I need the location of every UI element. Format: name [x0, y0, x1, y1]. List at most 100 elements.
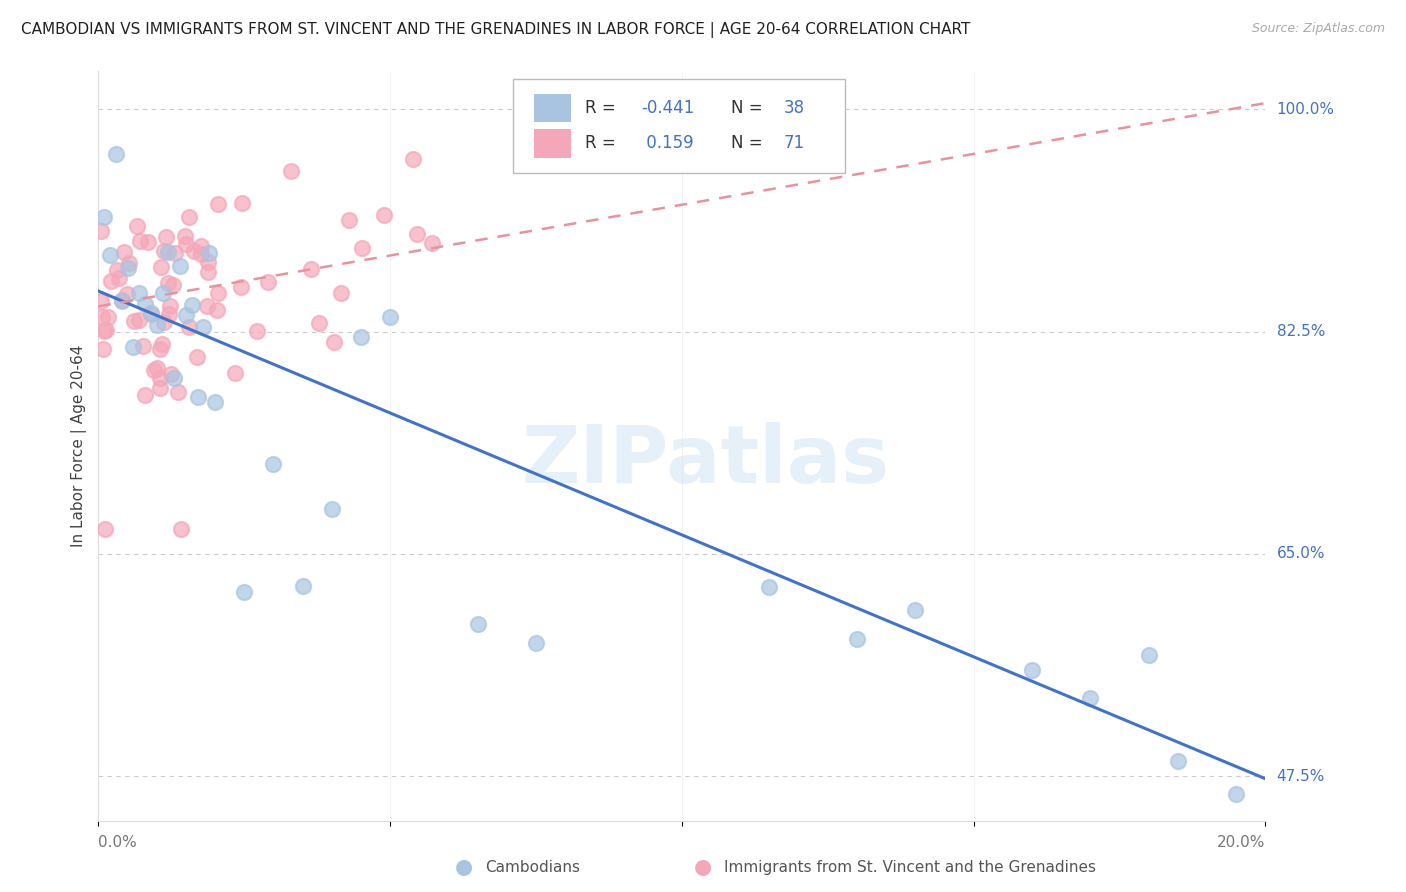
Point — [198, 245, 221, 260]
Text: R =: R = — [585, 99, 621, 117]
Text: Cambodians: Cambodians — [485, 860, 581, 874]
Point — [321, 502, 343, 516]
Text: 47.5%: 47.5% — [1277, 769, 1324, 784]
Text: 20.0%: 20.0% — [1218, 835, 1265, 849]
Point — [169, 260, 191, 274]
Point — [100, 274, 122, 288]
Point — [93, 325, 115, 339]
Point — [160, 367, 183, 381]
Point — [145, 361, 167, 376]
Point — [524, 636, 547, 650]
Point — [174, 308, 197, 322]
Point — [246, 324, 269, 338]
Point — [122, 314, 145, 328]
Point — [90, 293, 112, 308]
Point — [186, 350, 208, 364]
Point — [1080, 691, 1102, 706]
Point — [149, 371, 172, 385]
Text: Source: ZipAtlas.com: Source: ZipAtlas.com — [1251, 22, 1385, 36]
Point — [167, 385, 190, 400]
Point — [149, 342, 172, 356]
Point — [373, 208, 395, 222]
Point — [149, 381, 172, 395]
FancyBboxPatch shape — [534, 129, 571, 158]
Point — [129, 234, 152, 248]
Text: 71: 71 — [783, 135, 804, 153]
Point — [170, 522, 193, 536]
Point — [420, 235, 443, 250]
Point — [299, 261, 322, 276]
Point — [105, 263, 128, 277]
Point — [846, 632, 869, 647]
Point — [111, 294, 134, 309]
Text: ●: ● — [695, 857, 711, 877]
Text: 65.0%: 65.0% — [1277, 547, 1324, 561]
Point — [162, 277, 184, 292]
Point — [157, 276, 180, 290]
Point — [256, 275, 278, 289]
Point — [231, 196, 253, 211]
Point — [139, 307, 162, 321]
Point — [146, 318, 169, 333]
Point — [139, 306, 162, 320]
Point — [94, 522, 117, 536]
Point — [280, 163, 302, 178]
Point — [190, 239, 212, 253]
Text: R =: R = — [585, 135, 621, 153]
Point — [233, 585, 256, 599]
Point — [104, 147, 127, 161]
Point — [134, 297, 156, 311]
Text: -0.441: -0.441 — [641, 99, 695, 117]
Point — [262, 457, 284, 471]
Point — [174, 228, 197, 243]
Point — [190, 247, 212, 261]
Point — [1021, 663, 1043, 677]
Point — [1137, 648, 1160, 663]
Point — [758, 580, 780, 594]
Point — [165, 245, 187, 260]
Point — [1225, 787, 1247, 801]
Point — [904, 602, 927, 616]
Point — [111, 293, 134, 308]
Text: 82.5%: 82.5% — [1277, 324, 1324, 339]
Point — [97, 310, 120, 324]
Point — [641, 889, 664, 892]
Point — [143, 363, 166, 377]
Text: ●: ● — [456, 857, 472, 877]
Point — [187, 391, 209, 405]
Point — [115, 287, 138, 301]
Point — [157, 307, 180, 321]
Point — [134, 388, 156, 402]
Point — [94, 322, 117, 336]
Point — [207, 197, 229, 211]
Point — [467, 616, 489, 631]
Point — [91, 342, 114, 356]
Point — [128, 313, 150, 327]
Point — [350, 241, 373, 255]
Text: CAMBODIAN VS IMMIGRANTS FROM ST. VINCENT AND THE GRENADINES IN LABOR FORCE | AGE: CAMBODIAN VS IMMIGRANTS FROM ST. VINCENT… — [21, 22, 970, 38]
Text: Immigrants from St. Vincent and the Grenadines: Immigrants from St. Vincent and the Gren… — [724, 860, 1097, 874]
Point — [159, 298, 181, 312]
FancyBboxPatch shape — [534, 94, 571, 122]
Point — [195, 299, 218, 313]
Point — [152, 286, 174, 301]
Point — [112, 244, 135, 259]
Text: 0.159: 0.159 — [641, 135, 693, 153]
Text: 0.0%: 0.0% — [98, 835, 138, 849]
Point — [153, 244, 176, 259]
Point — [177, 211, 200, 225]
Point — [329, 285, 352, 300]
Point — [150, 260, 173, 275]
Text: 100.0%: 100.0% — [1277, 102, 1334, 117]
Point — [193, 320, 215, 334]
Point — [90, 223, 112, 237]
Point — [402, 152, 425, 166]
Point — [204, 394, 226, 409]
Point — [231, 280, 253, 294]
Point — [1167, 755, 1189, 769]
Point — [176, 236, 198, 251]
Point — [405, 227, 427, 241]
Y-axis label: In Labor Force | Age 20-64: In Labor Force | Age 20-64 — [72, 345, 87, 547]
Text: N =: N = — [731, 99, 768, 117]
Point — [177, 319, 200, 334]
